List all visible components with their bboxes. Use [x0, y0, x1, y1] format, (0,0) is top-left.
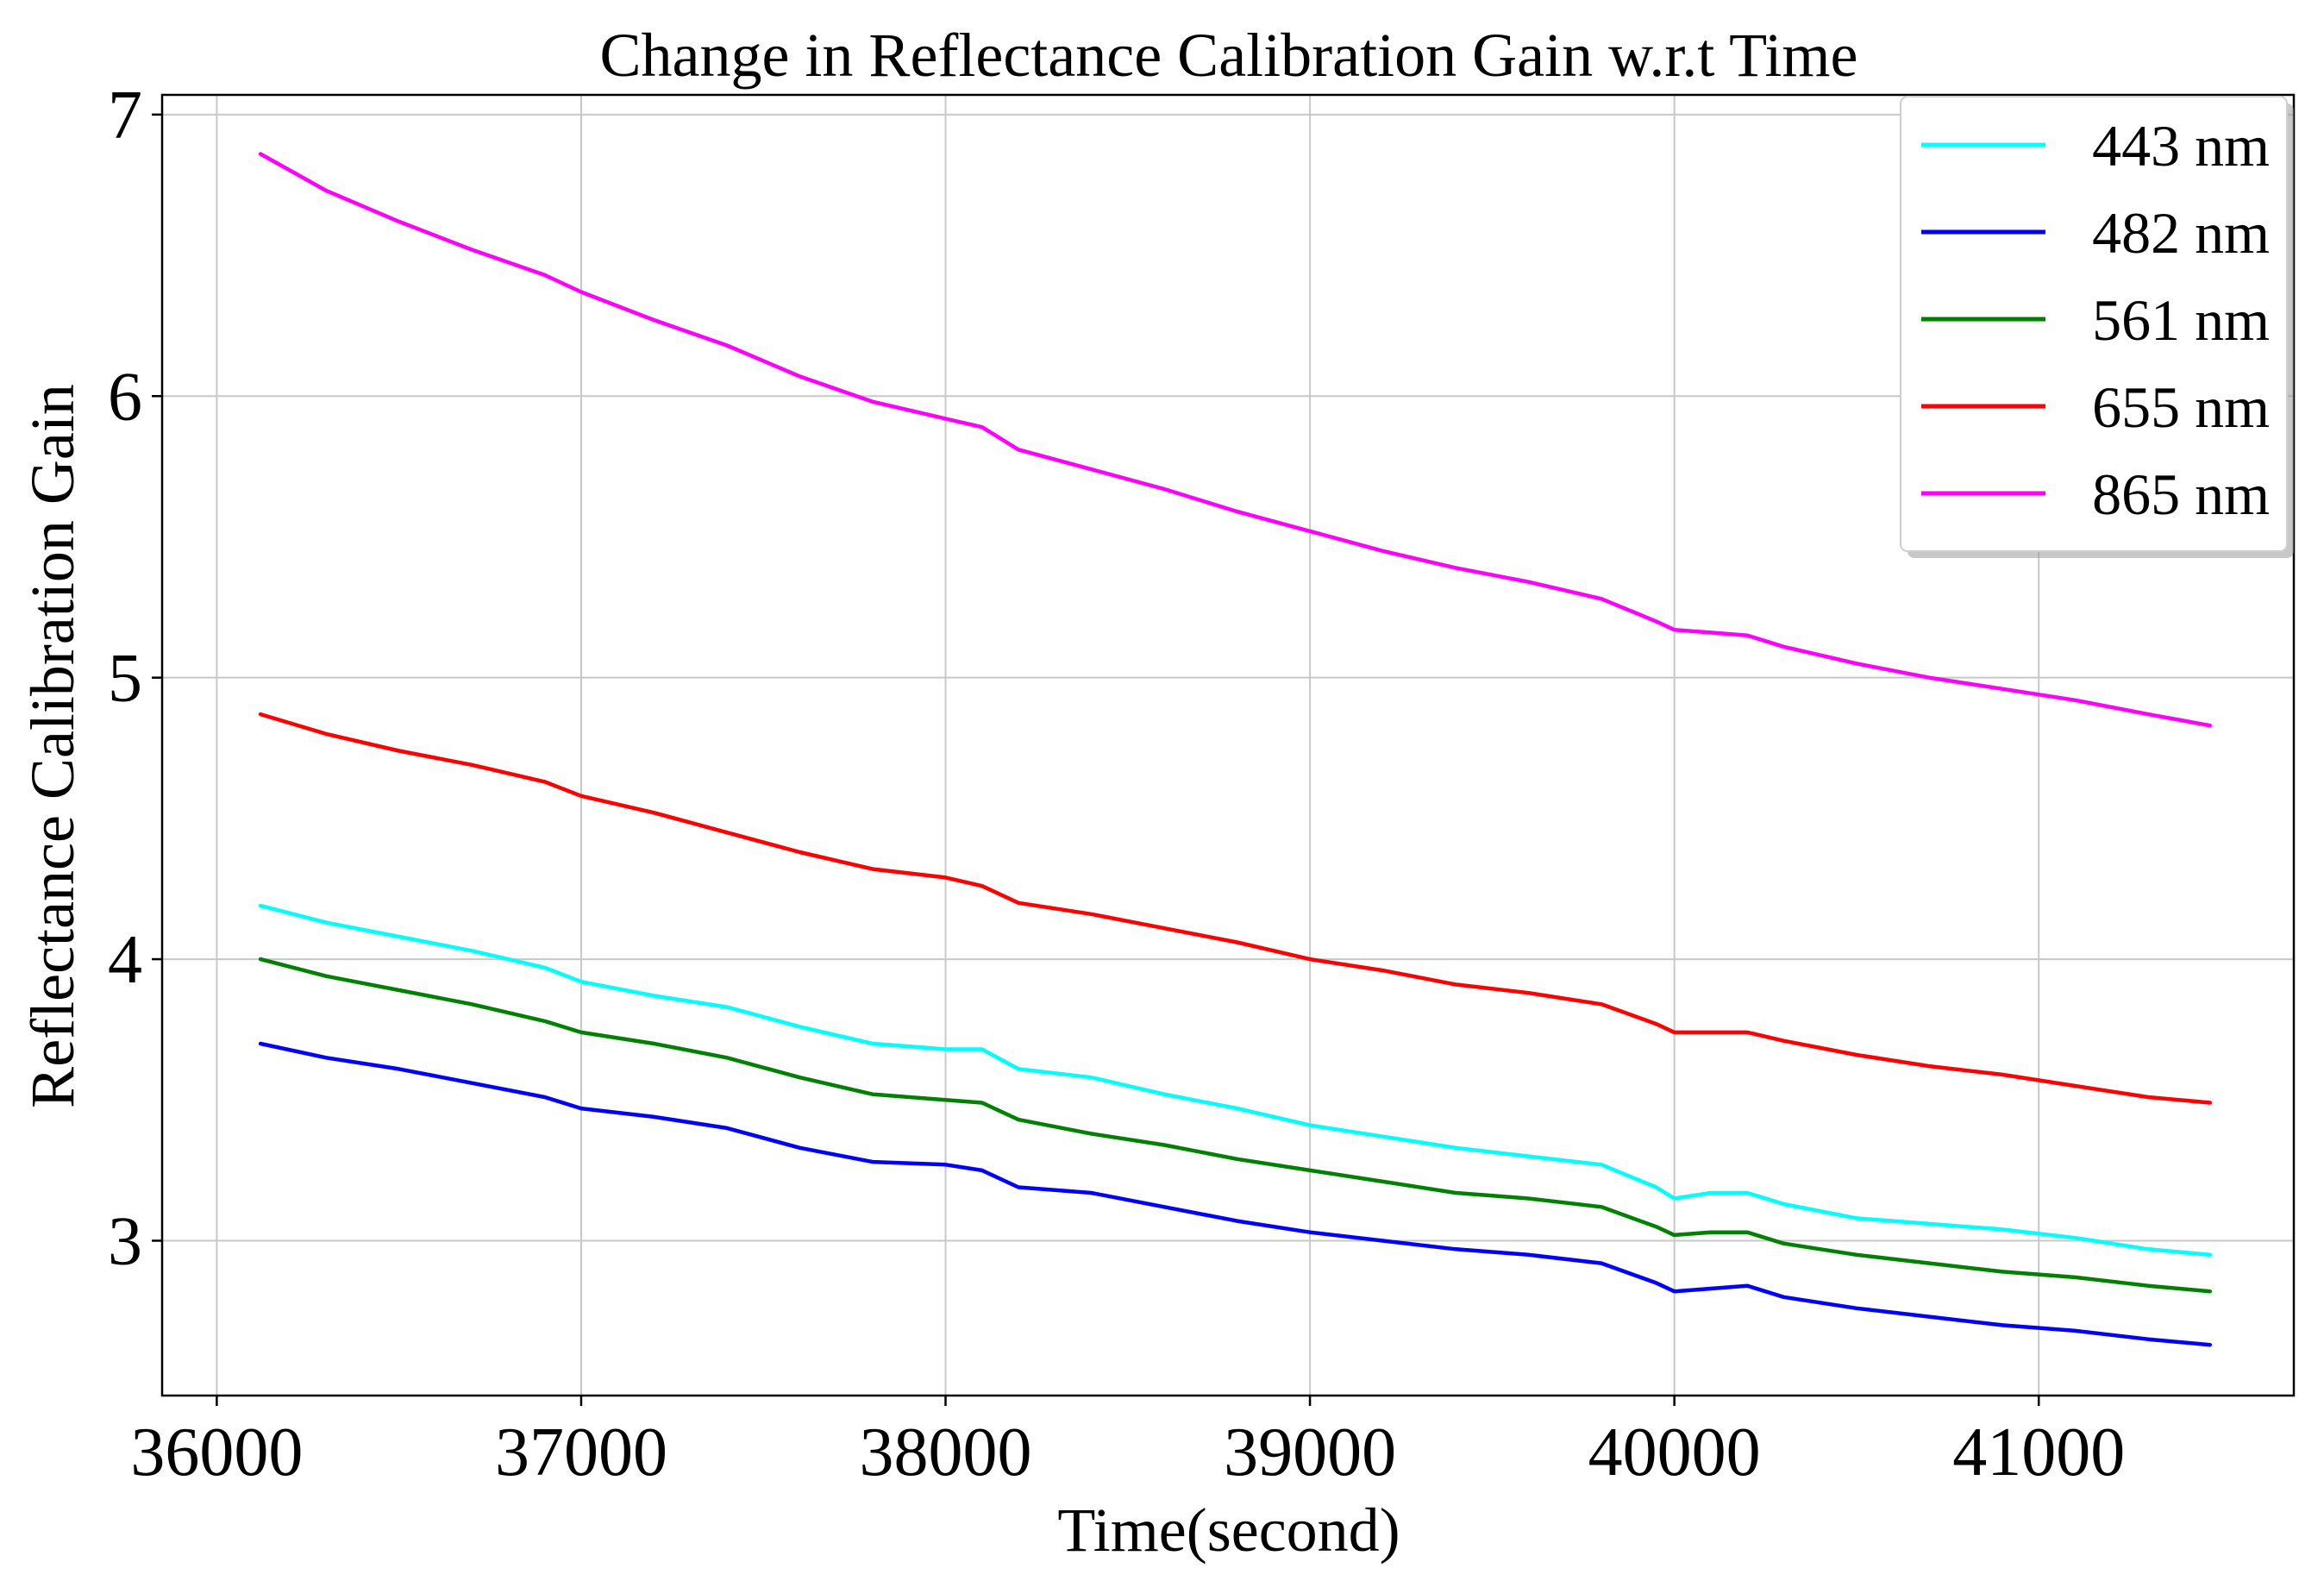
y-tick-label: 7 — [108, 78, 142, 154]
series-line-482-nm — [258, 1041, 2213, 1347]
x-tick-label: 36000 — [130, 1415, 303, 1490]
y-axis-label: Reflectance Calibration Gain — [18, 384, 87, 1108]
series-line-443-nm — [258, 903, 2213, 1258]
y-tick-label: 6 — [108, 359, 142, 435]
series-line-865-nm — [258, 152, 2213, 728]
y-tick-label: 5 — [108, 641, 142, 717]
x-tick-label: 40000 — [1588, 1415, 1761, 1490]
x-tick-label: 39000 — [1224, 1415, 1396, 1490]
y-axis-ticks: 3 4 5 6 7 — [108, 78, 162, 1279]
legend-label: 482 nm — [2092, 200, 2270, 266]
legend-box — [1900, 96, 2288, 552]
series-line-561-nm — [258, 957, 2213, 1294]
x-axis-ticks: 36000 37000 38000 39000 40000 41000 — [130, 1396, 2125, 1490]
legend-entries: 443 nm 482 nm 561 nm 655 nm 865 nm — [1921, 113, 2270, 527]
x-tick-label: 37000 — [495, 1415, 667, 1490]
legend: 443 nm 482 nm 561 nm 655 nm 865 nm — [1900, 96, 2294, 558]
series-line-655-nm — [258, 712, 2213, 1105]
chart-title: Change in Reflectance Calibration Gain w… — [599, 21, 1857, 90]
legend-label: 655 nm — [2092, 374, 2270, 440]
legend-label: 865 nm — [2092, 461, 2270, 527]
plot-frame — [160, 93, 2296, 1397]
legend-label: 443 nm — [2092, 113, 2270, 179]
y-tick-label: 4 — [108, 922, 142, 998]
y-tick-label: 3 — [108, 1203, 142, 1279]
legend-label: 561 nm — [2092, 287, 2270, 353]
x-tick-label: 41000 — [1952, 1415, 2125, 1490]
x-tick-label: 38000 — [860, 1415, 1032, 1490]
series-lines — [258, 152, 2213, 1347]
x-axis-label: Time(second) — [1057, 1496, 1400, 1565]
